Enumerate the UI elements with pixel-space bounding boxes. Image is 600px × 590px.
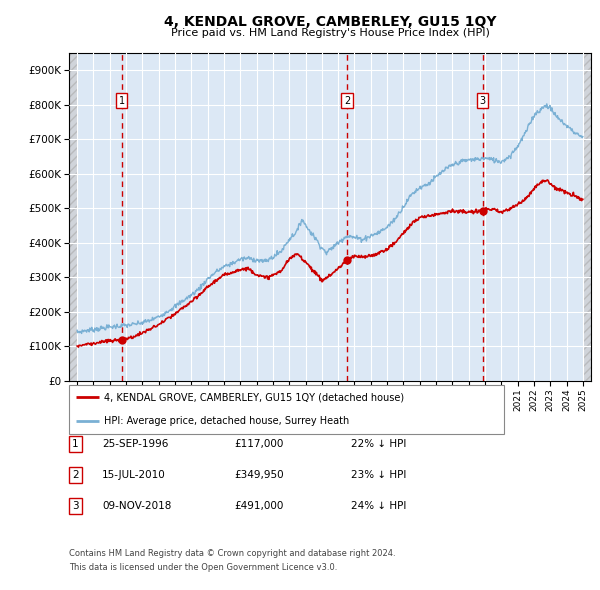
Text: 2: 2 [344,96,350,106]
Text: Contains HM Land Registry data © Crown copyright and database right 2024.: Contains HM Land Registry data © Crown c… [69,549,395,558]
Text: 3: 3 [72,502,79,511]
Text: 25-SEP-1996: 25-SEP-1996 [102,439,169,448]
Text: This data is licensed under the Open Government Licence v3.0.: This data is licensed under the Open Gov… [69,563,337,572]
Bar [69,53,77,381]
Text: £117,000: £117,000 [234,439,283,448]
Text: 1: 1 [72,439,79,448]
Text: 23% ↓ HPI: 23% ↓ HPI [351,470,406,480]
Text: 24% ↓ HPI: 24% ↓ HPI [351,502,406,511]
FancyBboxPatch shape [69,385,504,434]
Text: £491,000: £491,000 [234,502,283,511]
Text: 4, KENDAL GROVE, CAMBERLEY, GU15 1QY: 4, KENDAL GROVE, CAMBERLEY, GU15 1QY [164,15,496,29]
Text: 22% ↓ HPI: 22% ↓ HPI [351,439,406,448]
Text: £349,950: £349,950 [234,470,284,480]
Text: 3: 3 [479,96,485,106]
Text: 4, KENDAL GROVE, CAMBERLEY, GU15 1QY (detached house): 4, KENDAL GROVE, CAMBERLEY, GU15 1QY (de… [104,392,404,402]
Text: 09-NOV-2018: 09-NOV-2018 [102,502,172,511]
Text: 15-JUL-2010: 15-JUL-2010 [102,470,166,480]
Text: HPI: Average price, detached house, Surrey Heath: HPI: Average price, detached house, Surr… [104,416,349,426]
Text: 2: 2 [72,470,79,480]
Bar [583,53,591,381]
Text: Price paid vs. HM Land Registry's House Price Index (HPI): Price paid vs. HM Land Registry's House … [170,28,490,38]
Text: 1: 1 [119,96,125,106]
